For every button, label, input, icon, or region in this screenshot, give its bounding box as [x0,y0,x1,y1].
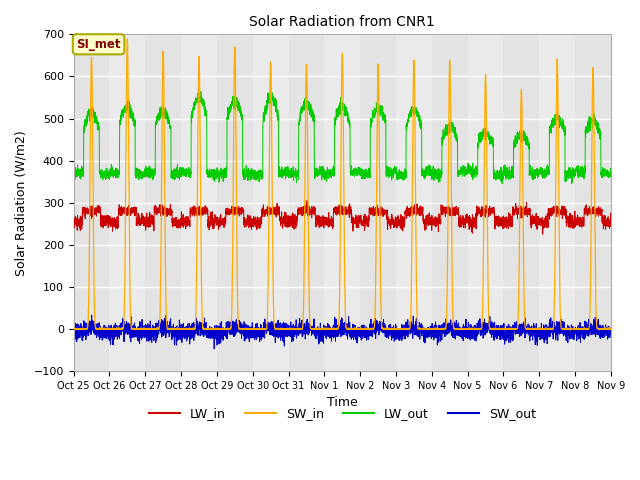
LW_out [323,173,330,179]
Line: SW_out: SW_out [74,315,611,349]
LW_out [195,88,203,94]
SW_out [88,312,95,318]
SW_in [433,326,441,332]
Bar [504,35,540,371]
Line: SW_in: SW_in [74,39,611,329]
Bar [217,35,253,371]
SW_out [70,334,77,340]
SW_out [211,346,218,352]
SW_out [433,335,441,340]
LW_out [463,168,470,174]
SW_in [607,326,614,332]
SW_out [463,324,470,330]
LW_in [303,198,310,204]
SW_in [463,326,470,332]
Bar [289,35,324,371]
LW_out [70,168,77,174]
Bar [575,35,611,371]
LW_in [607,221,614,227]
SW_out [607,326,614,332]
Bar [432,35,468,371]
SW_in [166,326,174,332]
LW_in [493,219,501,225]
Bar [145,35,181,371]
Legend: LW_in, SW_in, LW_out, SW_out: LW_in, SW_in, LW_out, SW_out [144,403,541,425]
SW_in [493,326,501,332]
LW_out [433,171,441,177]
Bar [468,35,504,371]
LW_out [499,181,506,187]
SW_out [493,336,501,341]
Bar [540,35,575,371]
LW_in [166,209,174,215]
SW_in [70,326,77,332]
SW_in [323,325,330,331]
SW_out [607,325,614,331]
Bar [109,35,145,371]
LW_in [323,218,330,224]
Line: LW_out: LW_out [74,91,611,184]
SW_in [124,36,131,42]
SW_in [607,326,614,332]
Bar [253,35,289,371]
SW_out [166,324,174,329]
SW_out [323,333,330,338]
LW_out [607,172,614,178]
LW_in [70,217,77,223]
Bar [360,35,396,371]
X-axis label: Time: Time [327,396,358,409]
Bar [181,35,217,371]
LW_out [493,168,501,173]
Bar [611,35,640,371]
Y-axis label: Solar Radiation (W/m2): Solar Radiation (W/m2) [15,130,28,276]
LW_in [433,219,441,225]
Bar [324,35,360,371]
LW_in [539,231,547,237]
Line: LW_in: LW_in [74,201,611,234]
Bar [396,35,432,371]
LW_in [463,216,470,221]
Title: Solar Radiation from CNR1: Solar Radiation from CNR1 [250,15,435,29]
LW_out [607,170,614,176]
Bar [74,35,109,371]
LW_in [607,222,614,228]
LW_out [166,125,174,131]
SW_in [70,326,77,332]
Text: SI_met: SI_met [76,38,121,51]
